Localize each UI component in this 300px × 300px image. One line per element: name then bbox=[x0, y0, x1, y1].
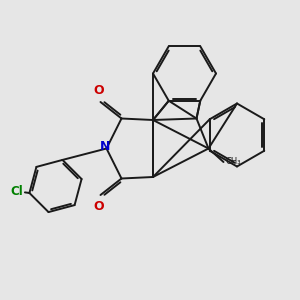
Text: CH₃: CH₃ bbox=[226, 158, 242, 166]
Text: O: O bbox=[94, 85, 104, 98]
Text: N: N bbox=[100, 140, 110, 154]
Text: Cl: Cl bbox=[11, 185, 23, 198]
Text: O: O bbox=[94, 200, 104, 212]
